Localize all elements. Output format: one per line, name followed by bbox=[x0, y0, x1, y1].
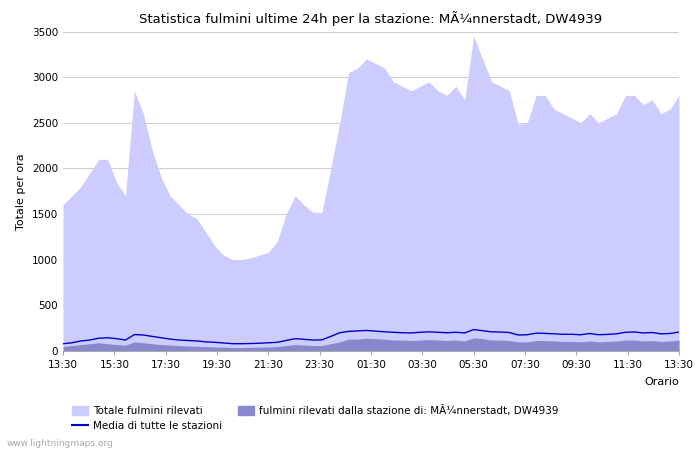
Text: www.lightningmaps.org: www.lightningmaps.org bbox=[7, 439, 113, 448]
Text: Orario: Orario bbox=[644, 377, 679, 387]
Legend: Totale fulmini rilevati, Media di tutte le stazioni, fulmini rilevati dalla staz: Totale fulmini rilevati, Media di tutte … bbox=[68, 401, 563, 436]
Title: Statistica fulmini ultime 24h per la stazione: MÃ¼nnerstadt, DW4939: Statistica fulmini ultime 24h per la sta… bbox=[139, 11, 603, 26]
Y-axis label: Totale per ora: Totale per ora bbox=[16, 153, 27, 230]
